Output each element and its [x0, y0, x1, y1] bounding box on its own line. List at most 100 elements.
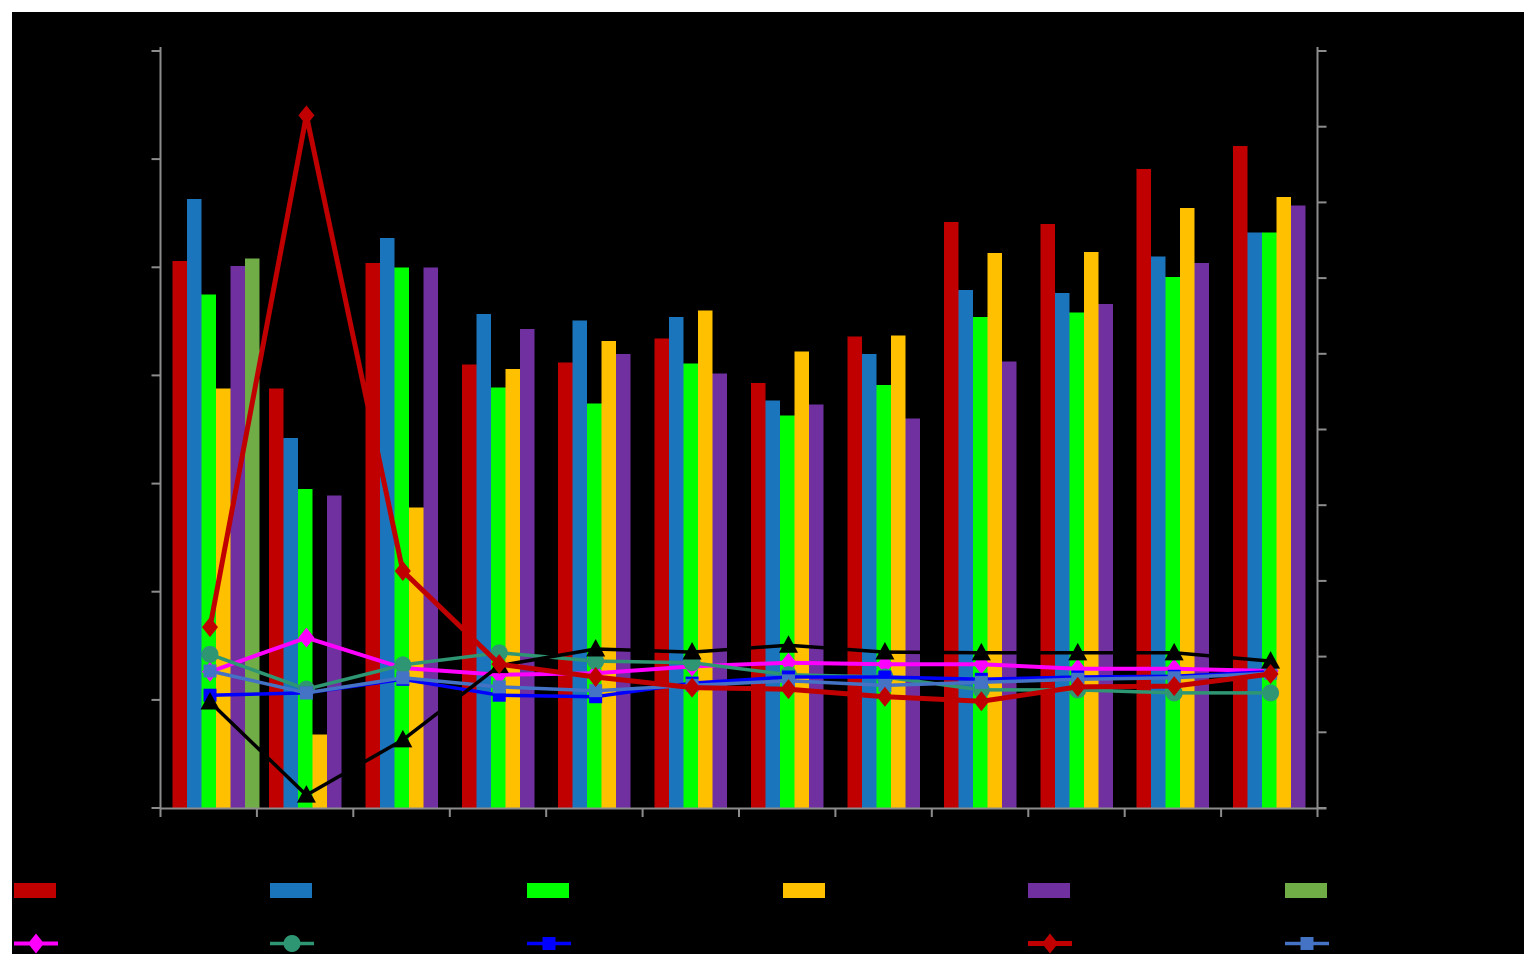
bar: [1276, 197, 1292, 808]
bar: [461, 364, 477, 808]
bar: [297, 489, 313, 808]
bar: [1083, 252, 1099, 809]
bar: [847, 336, 862, 808]
bar: [326, 495, 342, 808]
diamond-marker: [1166, 676, 1183, 697]
bar: [1054, 293, 1070, 808]
bar: [1247, 232, 1263, 808]
bar: [408, 507, 424, 808]
bar: [1180, 207, 1195, 809]
triangle-marker: [1164, 642, 1184, 661]
legend-swatch: [1285, 883, 1327, 898]
bar: [1233, 146, 1248, 808]
triangle-marker: [200, 692, 220, 710]
line-black: [200, 635, 1281, 803]
bar: [683, 363, 699, 808]
triangle-marker: [296, 785, 316, 803]
series-line: [209, 651, 1271, 695]
square-marker: [1300, 937, 1314, 950]
circle-marker: [394, 656, 412, 674]
series-line: [209, 669, 1271, 695]
legend-entry-bar-yellow: [783, 883, 825, 898]
series-line: [208, 643, 1271, 797]
diamond-marker: [587, 667, 604, 688]
legend-swatch: [783, 883, 825, 898]
bar: [861, 353, 877, 808]
bar: [245, 258, 260, 809]
bar: [558, 362, 573, 808]
legend-swatch: [527, 883, 569, 898]
bar: [890, 335, 906, 808]
bar-olive: [245, 258, 260, 809]
legend-entry-bar-dark-red: [14, 883, 56, 898]
diamond-marker: [1262, 664, 1279, 685]
bar: [1151, 256, 1166, 808]
series-line: [207, 112, 1271, 704]
bar: [505, 368, 520, 808]
bar: [765, 400, 780, 808]
bar: [423, 267, 438, 808]
diamond-marker: [876, 686, 893, 707]
bar: [1040, 224, 1055, 808]
diamond-marker: [1069, 676, 1086, 697]
bar: [572, 320, 588, 808]
bar: [958, 290, 973, 808]
legend-entry-bar-purple: [1028, 883, 1070, 898]
triangle-marker: [971, 642, 991, 661]
bar: [972, 317, 988, 808]
bar: [230, 266, 245, 808]
square-marker: [299, 686, 313, 700]
bar: [780, 415, 795, 808]
bar: [201, 294, 216, 808]
axes-group: [151, 47, 1327, 817]
bar: [943, 221, 959, 808]
square-marker: [203, 664, 217, 678]
diamond-marker: [298, 105, 315, 126]
legend-entry-bar-olive: [1285, 883, 1327, 898]
circle-marker: [587, 652, 605, 670]
bar: [312, 734, 327, 808]
legend-entry-line-cornflower: [1285, 937, 1329, 950]
square-marker: [974, 675, 988, 689]
diamond-marker: [780, 679, 797, 700]
triangle-marker: [586, 639, 606, 657]
square-marker: [396, 671, 410, 685]
bar: [698, 310, 713, 808]
circle-marker: [1262, 684, 1280, 702]
triangle-marker: [1261, 651, 1281, 669]
square-marker: [542, 937, 556, 950]
diamond-marker: [28, 933, 44, 954]
legend-entry-line-blue: [527, 937, 571, 950]
legend-entry-bar-blue: [270, 883, 312, 898]
bar: [365, 263, 380, 808]
bar: [751, 383, 766, 808]
bar: [1098, 304, 1113, 808]
diamond-marker: [298, 627, 315, 648]
legend-swatch: [270, 883, 312, 898]
triangle-marker: [795, 933, 815, 951]
legend-swatch: [1028, 883, 1070, 898]
bar: [1001, 361, 1017, 808]
triangle-marker: [393, 729, 413, 748]
bar: [1136, 168, 1152, 808]
legend-entry-line-dark-red: [1028, 933, 1072, 954]
bar: [283, 438, 298, 808]
square-marker: [878, 678, 892, 692]
bar: [1165, 277, 1181, 808]
bar: [1262, 232, 1277, 808]
triangle-marker: [779, 635, 798, 653]
bar: [876, 385, 891, 808]
bar: [809, 404, 824, 808]
legend-entry-line-magenta: [14, 933, 58, 954]
bar: [654, 338, 670, 808]
bar: [905, 418, 920, 808]
diamond-marker: [1042, 933, 1058, 954]
bar: [1291, 205, 1306, 809]
series-line: [209, 635, 1271, 677]
circle-marker: [201, 645, 219, 663]
bar: [616, 353, 631, 808]
bar: [187, 199, 202, 808]
line-dark-red: [202, 105, 1279, 712]
square-marker: [492, 680, 506, 694]
